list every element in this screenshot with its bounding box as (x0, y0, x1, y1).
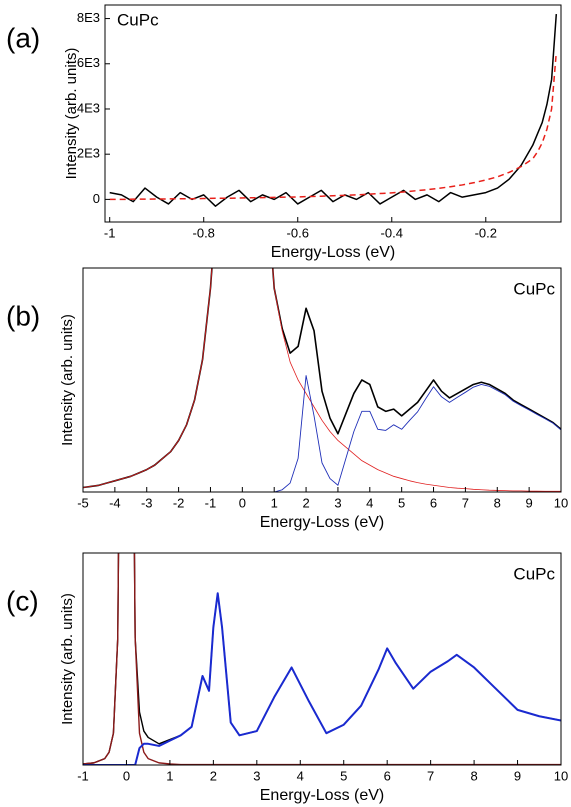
y-tick-label: 8E3 (77, 10, 100, 25)
x-tick-label: 1 (271, 495, 278, 510)
x-tick-label: 0 (239, 495, 246, 510)
x-tick-label: -4 (109, 495, 121, 510)
y-tick-label: 2E3 (77, 146, 100, 161)
x-tick-label: 8 (470, 768, 477, 783)
x-tick-label: 9 (514, 768, 521, 783)
x-tick-label: -3 (141, 495, 153, 510)
panel: -1 -0.8 -0.6 -0.4 -0.2 0 2E3 4E3 6E3 8E3 Energy-Lo… (6, 4, 562, 261)
x-tick-label: -5 (77, 495, 89, 510)
x-tick-label: -1 (104, 225, 116, 240)
data-line (83, 553, 561, 765)
plot-frame (82, 552, 562, 766)
panel-label: (a) (6, 22, 40, 53)
data-line (83, 268, 561, 492)
x-tick-label: 10 (554, 768, 568, 783)
plot-frame (82, 267, 562, 493)
panel: -5 -4 -3 -2 -1 0 1 2 3 4 5 6 7 8 9 10 Energy-Loss (eV) In… (6, 267, 568, 531)
data-line (109, 52, 558, 201)
annotation: CuPc (513, 279, 555, 298)
x-tick-label: -0.8 (193, 225, 215, 240)
x-tick-label: -0.2 (475, 225, 497, 240)
panel-label: (b) (6, 300, 40, 331)
x-tick-label: 0 (123, 768, 130, 783)
x-tick-label: 6 (430, 495, 437, 510)
x-tick-label: 3 (334, 495, 341, 510)
plot-area (109, 13, 558, 207)
x-axis-label: Energy-Loss (eV) (271, 244, 396, 261)
annotation: CuPc (117, 10, 159, 29)
plot-area (83, 553, 561, 765)
y-axis-label: Intensity (arb. units) (59, 314, 76, 446)
x-tick-label: 4 (366, 495, 373, 510)
y-tick-label: 6E3 (77, 55, 100, 70)
data-line (83, 553, 561, 765)
panel-label: (c) (6, 585, 39, 616)
x-tick-label: 9 (526, 495, 533, 510)
data-line (83, 592, 561, 765)
data-line (83, 375, 561, 492)
plot-frame (104, 4, 562, 223)
x-tick-label: 7 (462, 495, 469, 510)
x-axis-label: Energy-Loss (eV) (260, 787, 385, 804)
x-tick-label: -2 (173, 495, 185, 510)
x-tick-label: 10 (554, 495, 568, 510)
x-tick-label: -0.4 (381, 225, 403, 240)
x-axis-label: Energy-Loss (eV) (260, 514, 385, 531)
x-tick-label: 6 (384, 768, 391, 783)
x-tick-label: 3 (253, 768, 260, 783)
x-tick-label: 1 (166, 768, 173, 783)
y-tick-label: 0 (93, 191, 100, 206)
y-axis-label: Intensity (arb. units) (59, 593, 76, 725)
annotation: CuPc (513, 564, 555, 583)
panel: -1 0 1 2 3 4 5 6 7 8 9 10 Energy-Loss (eV) Intensity … (6, 552, 568, 804)
x-tick-label: 4 (297, 768, 304, 783)
x-tick-label: -1 (205, 495, 217, 510)
plot-area (83, 268, 561, 492)
x-tick-label: 2 (302, 495, 309, 510)
x-tick-label: -0.6 (287, 225, 309, 240)
data-line (109, 13, 558, 207)
x-tick-label: 5 (340, 768, 347, 783)
x-tick-label: 5 (398, 495, 405, 510)
y-axis-label: Intensity (arb. units) (63, 48, 80, 180)
x-tick-label: 8 (494, 495, 501, 510)
x-tick-label: 2 (210, 768, 217, 783)
x-tick-label: 7 (427, 768, 434, 783)
x-tick-label: -1 (77, 768, 89, 783)
y-tick-label: 4E3 (77, 100, 100, 115)
